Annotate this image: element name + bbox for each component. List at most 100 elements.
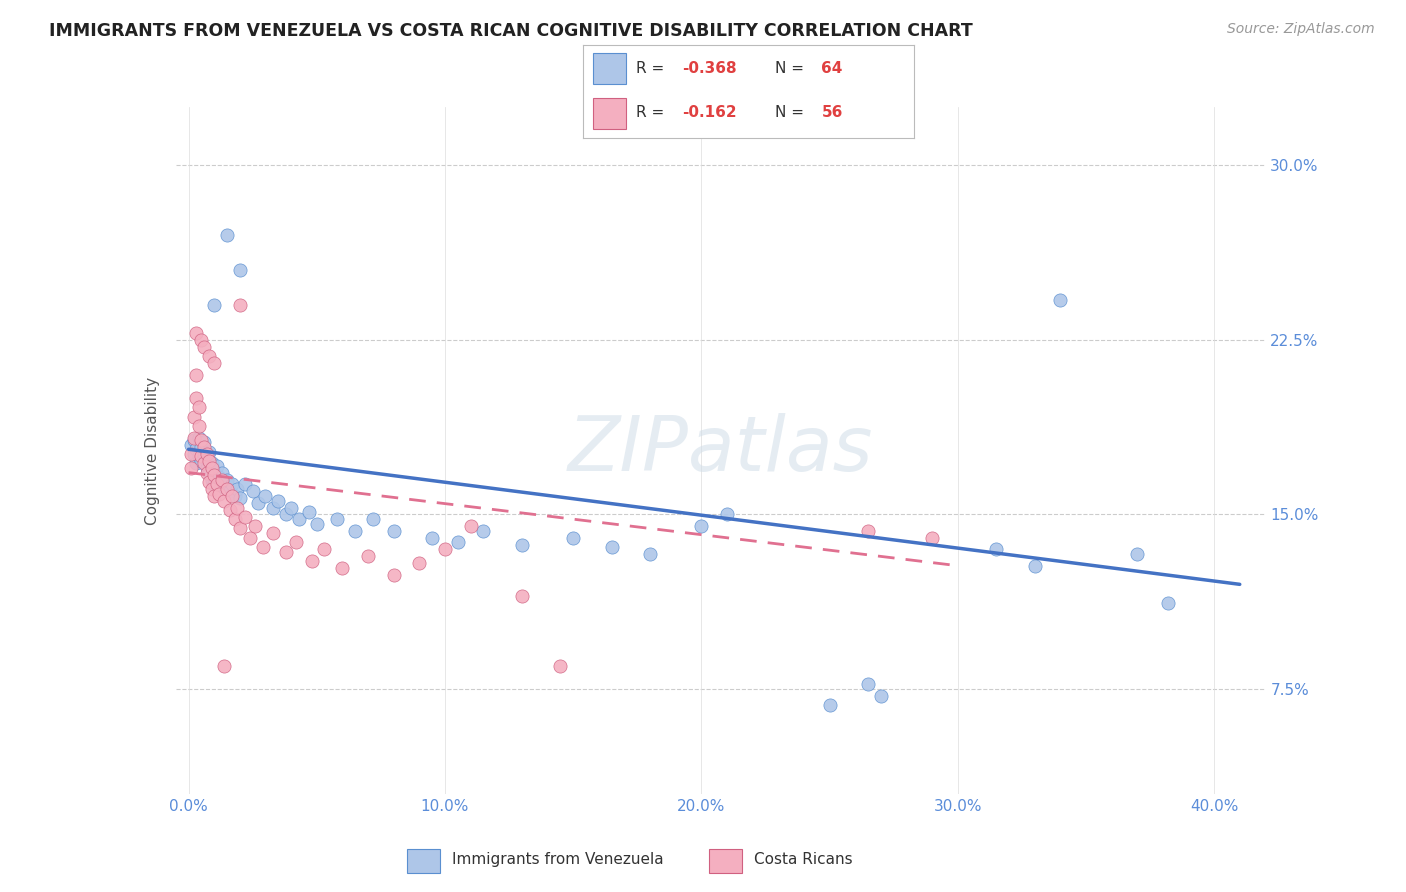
Point	[226, 500, 249, 515]
Point	[1157, 596, 1180, 610]
Point	[280, 500, 302, 515]
Point	[1049, 293, 1071, 308]
Point	[239, 531, 262, 545]
Point	[550, 658, 572, 673]
Point	[201, 456, 224, 470]
Point	[262, 500, 284, 515]
Point	[205, 458, 228, 473]
Text: N =: N =	[775, 61, 808, 76]
Point	[193, 447, 215, 461]
Point	[214, 493, 236, 508]
Point	[183, 409, 205, 424]
Point	[208, 470, 231, 484]
Point	[183, 447, 205, 461]
Point	[716, 508, 738, 522]
Point	[326, 512, 349, 526]
Point	[460, 519, 482, 533]
Point	[187, 419, 209, 434]
Text: Costa Ricans: Costa Ricans	[755, 853, 853, 867]
Point	[869, 689, 891, 703]
Point	[198, 349, 221, 363]
Point	[361, 512, 384, 526]
Point	[229, 491, 252, 506]
Point	[202, 298, 225, 312]
Point	[221, 489, 243, 503]
Text: ZIPatlas: ZIPatlas	[568, 414, 873, 487]
Point	[195, 466, 218, 480]
Point	[382, 524, 405, 538]
Point	[195, 451, 218, 466]
Point	[193, 440, 215, 454]
Text: IMMIGRANTS FROM VENEZUELA VS COSTA RICAN COGNITIVE DISABILITY CORRELATION CHART: IMMIGRANTS FROM VENEZUELA VS COSTA RICAN…	[49, 22, 973, 40]
Point	[856, 677, 879, 691]
Point	[818, 698, 841, 713]
Point	[314, 542, 336, 557]
Point	[211, 473, 233, 487]
Point	[187, 431, 209, 445]
Point	[193, 435, 215, 450]
Point	[202, 356, 225, 370]
Point	[190, 450, 212, 464]
Point	[233, 509, 256, 524]
Point	[408, 557, 430, 571]
Point	[193, 340, 215, 354]
Point	[382, 568, 405, 582]
Point	[233, 477, 256, 491]
Point	[186, 442, 208, 457]
Text: Source: ZipAtlas.com: Source: ZipAtlas.com	[1227, 22, 1375, 37]
Point	[186, 456, 208, 470]
Point	[180, 437, 202, 451]
Point	[267, 493, 290, 508]
Point	[198, 454, 221, 468]
Point	[221, 477, 243, 491]
Point	[288, 512, 311, 526]
Point	[252, 540, 274, 554]
Point	[245, 519, 267, 533]
Point	[186, 391, 208, 405]
Point	[1126, 547, 1149, 561]
Point	[690, 519, 713, 533]
Y-axis label: Cognitive Disability: Cognitive Disability	[145, 376, 160, 524]
Point	[180, 461, 202, 475]
Text: N =: N =	[775, 105, 808, 120]
Point	[198, 475, 221, 489]
Point	[274, 545, 297, 559]
Text: 56: 56	[821, 105, 842, 120]
Point	[183, 433, 205, 447]
Point	[433, 542, 456, 557]
Point	[195, 461, 218, 475]
Point	[202, 477, 225, 491]
Point	[246, 496, 269, 510]
Point	[229, 298, 252, 312]
Point	[187, 401, 209, 415]
Point	[208, 486, 231, 500]
Point	[242, 484, 264, 499]
Point	[202, 489, 225, 503]
Point	[180, 447, 202, 461]
Point	[201, 473, 224, 487]
Point	[420, 531, 443, 545]
Point	[357, 549, 380, 564]
Point	[218, 484, 240, 499]
Point	[638, 547, 661, 561]
Point	[510, 538, 533, 552]
Point	[224, 512, 246, 526]
Point	[447, 535, 470, 549]
Point	[226, 482, 249, 496]
Point	[201, 461, 224, 475]
Point	[215, 228, 238, 243]
Point	[186, 326, 208, 340]
FancyBboxPatch shape	[709, 848, 742, 873]
Point	[254, 489, 277, 503]
Point	[224, 489, 246, 503]
Point	[856, 524, 879, 538]
Point	[298, 505, 321, 519]
Point	[198, 466, 221, 480]
Point	[1024, 558, 1046, 573]
Point	[285, 535, 308, 549]
Text: -0.368: -0.368	[683, 61, 737, 76]
Point	[344, 524, 367, 538]
Point	[215, 482, 238, 496]
FancyBboxPatch shape	[593, 53, 627, 84]
Point	[305, 516, 328, 531]
